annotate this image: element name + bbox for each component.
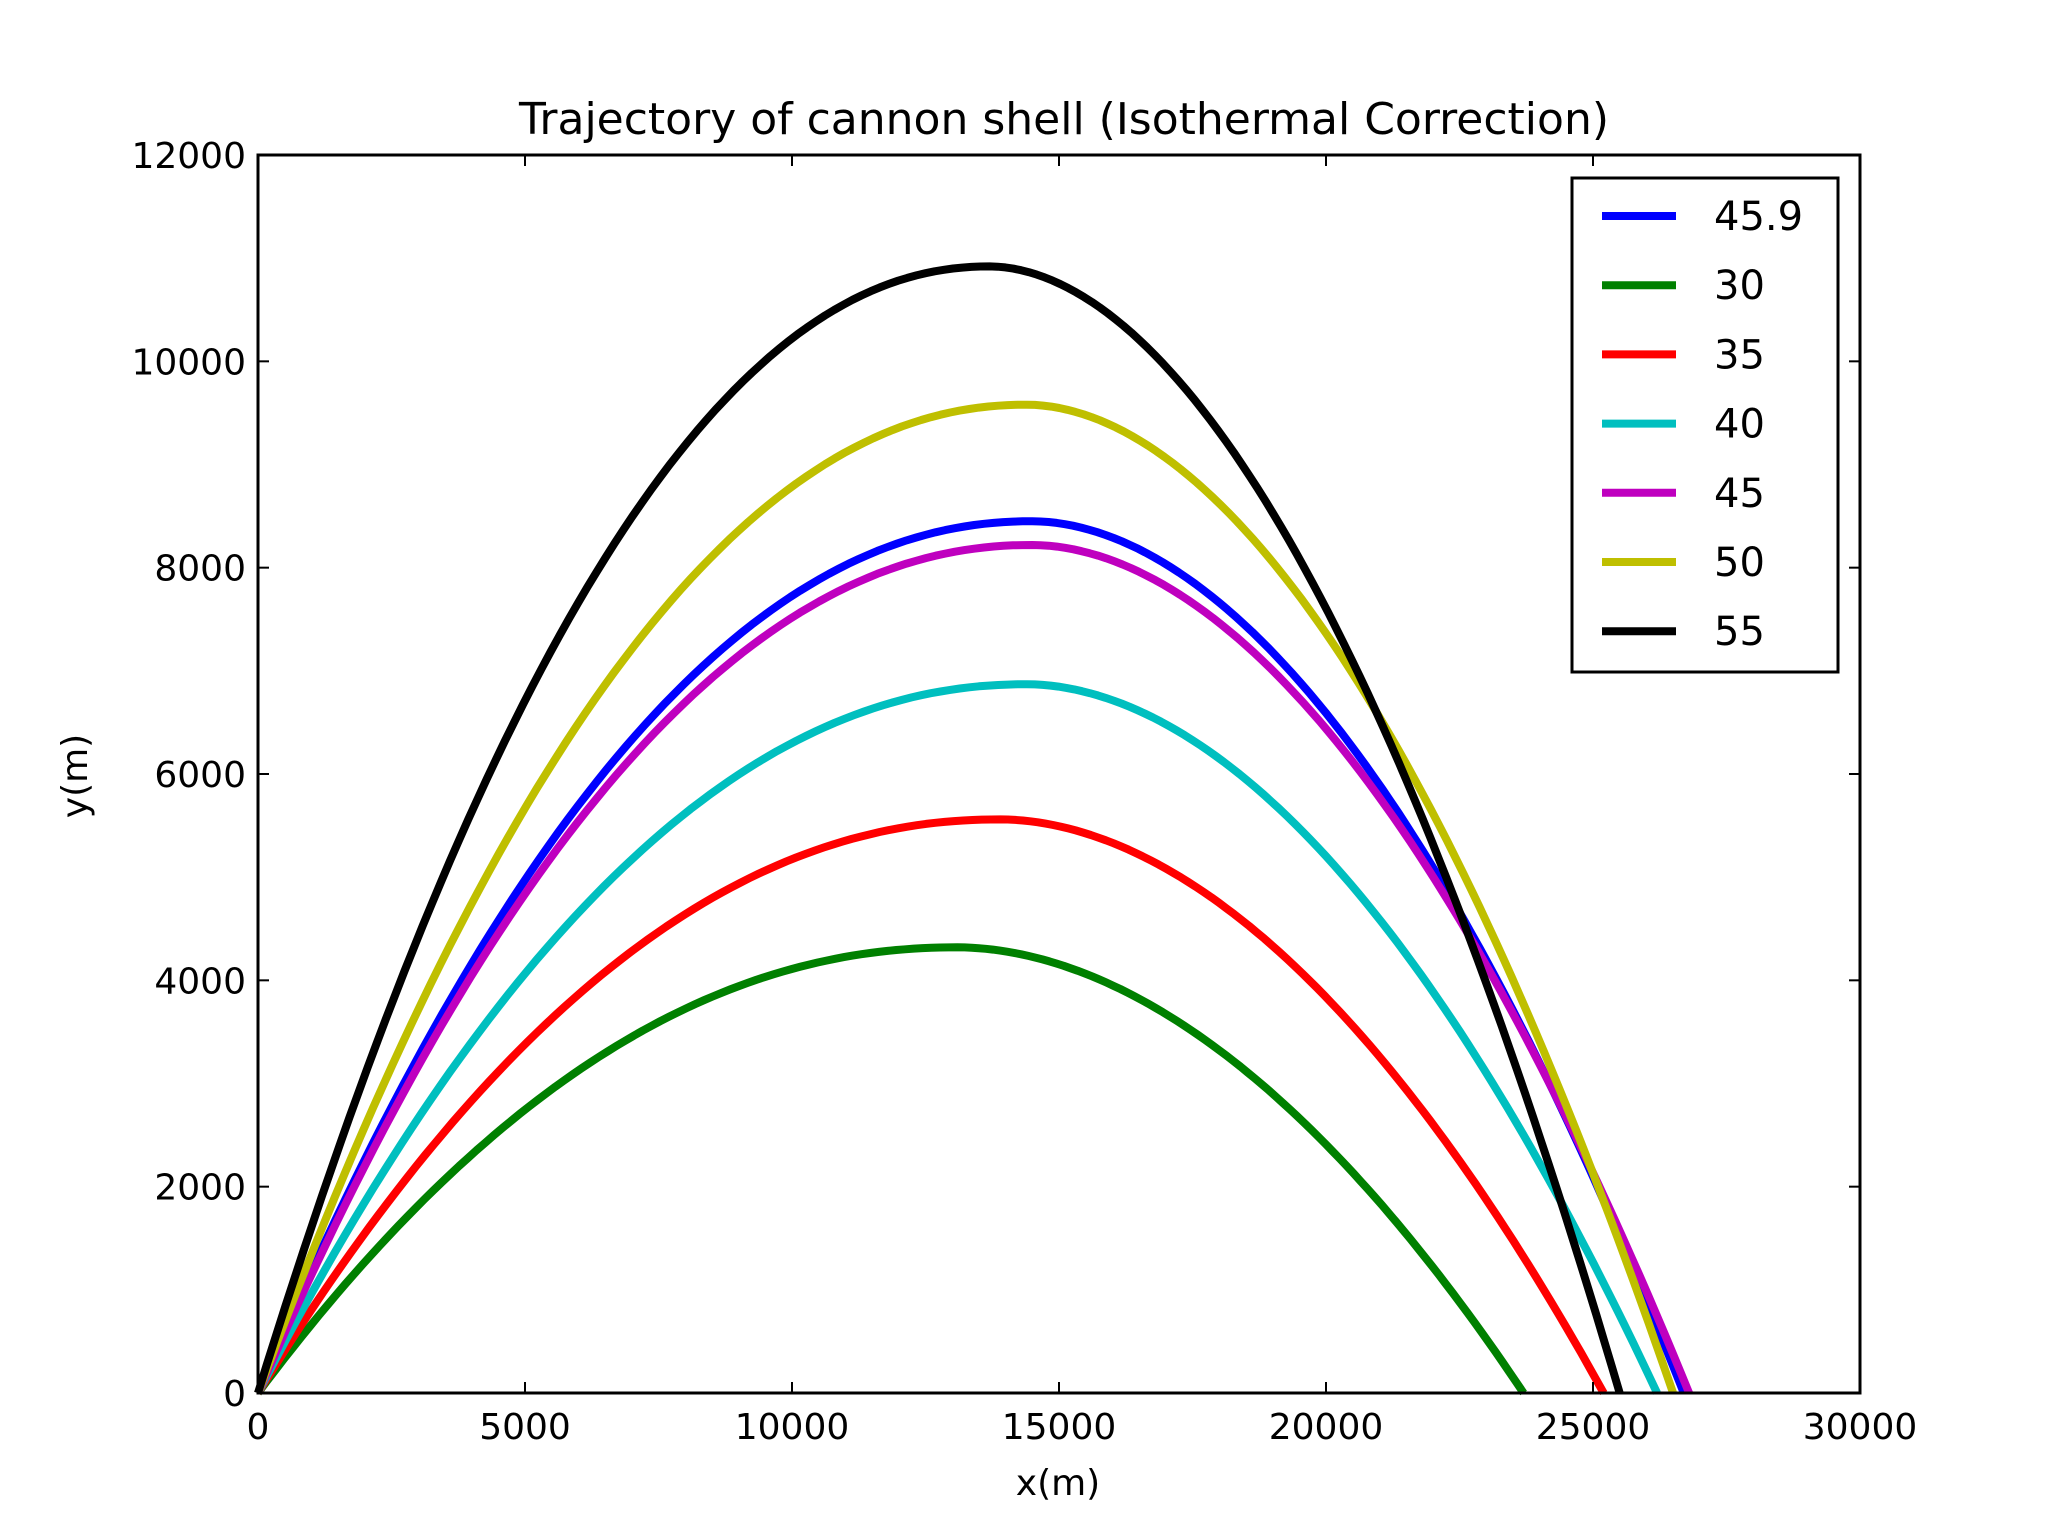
plot-area bbox=[254, 262, 1693, 1396]
series-line-55 bbox=[254, 262, 1624, 1395]
tick-layer: 0 5000 10000 15000 20000 25000 30000 0 2000 4000 6… bbox=[131, 136, 1917, 1448]
y-tick-label: 12000 bbox=[131, 136, 246, 177]
x-tick-label: 0 bbox=[247, 1407, 270, 1448]
series-line-50 bbox=[254, 400, 1677, 1395]
y-tick-label: 0 bbox=[223, 1374, 246, 1415]
x-tick-label: 15000 bbox=[1002, 1407, 1117, 1448]
y-tick-label: 10000 bbox=[131, 342, 246, 383]
axes-frame bbox=[256, 153, 1862, 1395]
legend-label: 30 bbox=[1714, 263, 1765, 309]
x-tick-label: 10000 bbox=[735, 1407, 850, 1448]
y-tick-label: 8000 bbox=[154, 549, 246, 590]
x-tick-label: 30000 bbox=[1803, 1407, 1918, 1448]
y-tick-label: 6000 bbox=[154, 755, 246, 796]
y-tick-label: 2000 bbox=[154, 1168, 246, 1209]
x-tick-label: 25000 bbox=[1536, 1407, 1651, 1448]
series-line-40 bbox=[254, 680, 1661, 1395]
series-line-35 bbox=[254, 815, 1608, 1396]
x-tick-label: 20000 bbox=[1269, 1407, 1384, 1448]
legend-label: 55 bbox=[1714, 609, 1765, 655]
series-line-30 bbox=[254, 943, 1527, 1396]
x-axis-label: x(m) bbox=[1016, 1463, 1100, 1504]
legend-label: 40 bbox=[1714, 402, 1765, 448]
y-tick-label: 4000 bbox=[154, 961, 246, 1002]
legend-label: 45 bbox=[1714, 471, 1765, 517]
legend: 45.9 30 35 40 45 50 55 bbox=[1570, 176, 1840, 674]
legend-label: 35 bbox=[1714, 332, 1765, 378]
chart-title: Trajectory of cannon shell (Isothermal C… bbox=[518, 94, 1609, 145]
legend-label: 50 bbox=[1714, 540, 1765, 586]
legend-label: 45.9 bbox=[1714, 194, 1803, 240]
y-axis-label: y(m) bbox=[55, 734, 96, 818]
x-tick-label: 5000 bbox=[479, 1407, 571, 1448]
